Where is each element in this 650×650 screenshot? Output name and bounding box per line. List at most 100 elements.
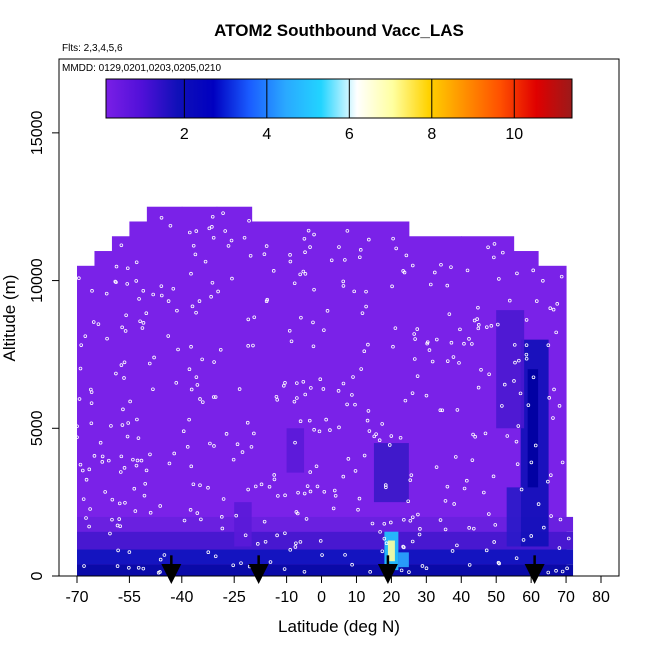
sample-point [304, 517, 309, 521]
sample-point [281, 383, 286, 388]
sample-point [389, 434, 394, 438]
sample-point [502, 382, 507, 387]
sample-point [551, 416, 555, 420]
sample-point [81, 497, 86, 501]
sample-point [223, 229, 227, 233]
sample-point [188, 508, 193, 512]
sample-point [92, 454, 97, 458]
chart-title: ATOM2 Southbound Vacc_LAS [214, 21, 464, 40]
sample-point [462, 486, 467, 491]
sample-point [401, 544, 405, 549]
sample-point [317, 429, 322, 434]
sample-point [84, 477, 89, 482]
sample-point [171, 286, 176, 291]
sample-point [542, 525, 546, 530]
sample-point [341, 284, 346, 288]
sample-point [118, 470, 123, 474]
sample-point [452, 502, 456, 506]
sample-point [224, 432, 229, 436]
sample-point [362, 349, 367, 354]
sample-point [517, 358, 521, 363]
sample-point [181, 429, 186, 433]
sample-point [252, 431, 256, 436]
sample-point [450, 549, 455, 553]
x-axis-label: Latitude (deg N) [278, 617, 400, 636]
sample-point [119, 243, 124, 248]
x-tick-label: 80 [592, 589, 610, 606]
sample-point [77, 276, 81, 281]
sample-point [549, 514, 553, 518]
sample-point [116, 548, 120, 553]
sample-point [166, 299, 171, 303]
y-tick-label: 10000 [29, 258, 46, 303]
sample-point [518, 391, 523, 396]
sample-point [515, 462, 520, 466]
sample-point [293, 545, 298, 549]
x-tick-label: 20 [383, 589, 401, 606]
sample-point [282, 567, 287, 571]
field-column [146, 206, 183, 576]
sample-point [322, 328, 326, 332]
sample-point [519, 487, 524, 492]
sample-point [296, 490, 300, 495]
sample-point [314, 464, 319, 469]
field-column [94, 251, 113, 576]
sample-point [302, 236, 307, 241]
sample-point [100, 460, 105, 464]
sample-point [108, 531, 112, 536]
field-layer [77, 564, 574, 576]
sample-point [127, 565, 131, 570]
field-column [77, 265, 95, 576]
y-tick-label: 0 [29, 571, 46, 580]
sample-point [194, 229, 199, 233]
colorbar-tick-label: 2 [180, 126, 189, 143]
sample-point [554, 330, 558, 335]
sample-point [79, 343, 83, 347]
sample-point [457, 361, 461, 365]
sample-point [295, 396, 299, 400]
sample-point [158, 557, 163, 562]
sample-point [374, 432, 378, 436]
sample-point [288, 259, 293, 264]
sample-point [75, 424, 79, 429]
sample-point [308, 489, 313, 494]
sample-point [103, 490, 107, 494]
sample-point [356, 507, 360, 512]
sample-point [134, 463, 139, 468]
sample-point [117, 517, 121, 521]
sample-point [380, 549, 385, 554]
sample-point [209, 294, 213, 299]
sample-point [213, 395, 218, 399]
sample-point [345, 229, 350, 233]
sample-point [134, 279, 139, 283]
dates-label: MMDD: 0129,0201,0203,0205,0210 [62, 63, 221, 74]
sample-point [451, 355, 456, 359]
sample-point [526, 403, 531, 407]
sample-point [416, 512, 420, 517]
sample-point [231, 563, 236, 568]
sample-point [306, 228, 311, 233]
sample-point [131, 457, 135, 462]
sample-point [110, 517, 114, 522]
sample-point [497, 277, 501, 281]
sample-point [119, 363, 124, 367]
sample-point [106, 458, 111, 463]
x-tick-label: 30 [417, 589, 435, 606]
sample-point [529, 460, 534, 465]
sample-point [403, 398, 408, 403]
sample-point [358, 248, 363, 252]
sample-point [78, 366, 83, 371]
sample-point [408, 478, 413, 482]
sample-point [84, 516, 88, 520]
sample-point [293, 440, 297, 445]
sample-point [566, 536, 571, 541]
sample-point [207, 226, 212, 231]
sample-point [208, 441, 212, 446]
sample-point [410, 539, 415, 544]
sample-point [194, 310, 198, 315]
sample-point [240, 450, 245, 454]
sample-point [114, 371, 118, 376]
sample-point [473, 434, 477, 439]
sample-point [383, 483, 388, 487]
sample-point [505, 434, 510, 438]
